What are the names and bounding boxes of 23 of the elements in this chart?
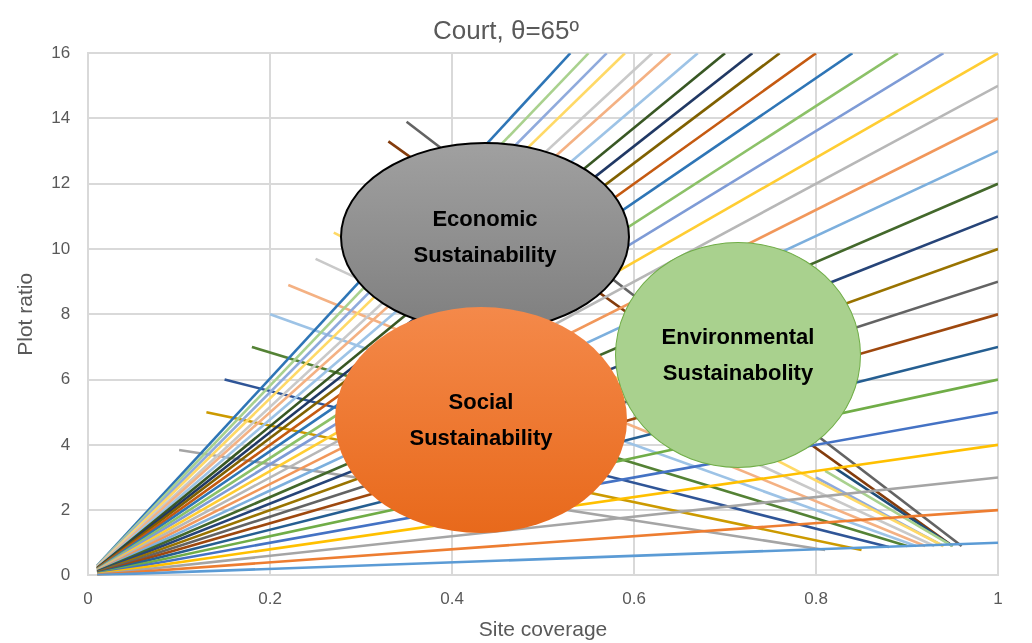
x-tick-label: 0.4 bbox=[440, 589, 464, 609]
y-tick-label: 2 bbox=[60, 499, 71, 519]
x-tick-label: 0 bbox=[83, 589, 93, 609]
y-axis-title: Plot ratio bbox=[13, 272, 37, 356]
x-axis-title: Site coverage bbox=[478, 617, 608, 641]
x-tick-label: 0.2 bbox=[258, 589, 282, 609]
y-tick-label: 12 bbox=[51, 173, 71, 193]
annotation: Economic Sustainability bbox=[412, 205, 558, 269]
x-tick-label: 1 bbox=[993, 589, 1003, 609]
y-tick-label: 0 bbox=[60, 565, 71, 585]
chart-title: Court, θ=65º bbox=[432, 14, 580, 45]
environmental-ellipse: Environmental Sustainabolity bbox=[615, 242, 861, 468]
y-tick-label: 8 bbox=[60, 303, 71, 323]
x-tick-label: 0.8 bbox=[804, 589, 828, 609]
y-tick-label: 14 bbox=[51, 108, 71, 128]
y-tick-label: 16 bbox=[51, 42, 71, 62]
y-tick-label: 10 bbox=[51, 238, 71, 258]
x-tick-label: 0.6 bbox=[622, 589, 646, 609]
y-tick-label: 6 bbox=[60, 369, 71, 389]
annotation: Social Sustainability bbox=[408, 388, 554, 452]
social-ellipse: Social Sustainability bbox=[335, 307, 627, 533]
y-tick-label: 4 bbox=[60, 434, 71, 454]
annotation: Environmental Sustainabolity bbox=[661, 323, 815, 387]
